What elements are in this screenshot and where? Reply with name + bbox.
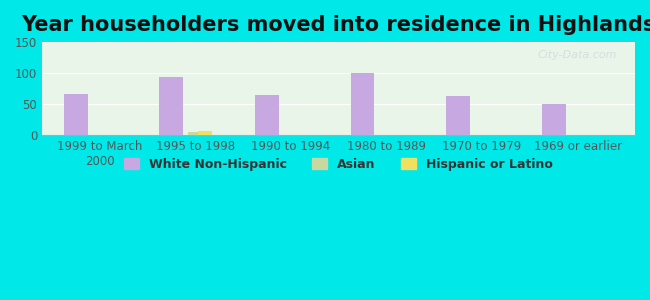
Title: Year householders moved into residence in Highlands: Year householders moved into residence i… xyxy=(21,15,650,35)
Bar xyxy=(188,132,202,135)
Bar xyxy=(350,73,374,135)
Bar xyxy=(541,104,566,135)
Text: City-Data.com: City-Data.com xyxy=(538,50,618,60)
Bar xyxy=(64,94,88,135)
Legend: White Non-Hispanic, Asian, Hispanic or Latino: White Non-Hispanic, Asian, Hispanic or L… xyxy=(118,152,559,177)
Bar xyxy=(159,77,183,135)
Bar xyxy=(255,95,279,135)
Bar xyxy=(198,131,212,135)
Bar xyxy=(446,96,470,135)
